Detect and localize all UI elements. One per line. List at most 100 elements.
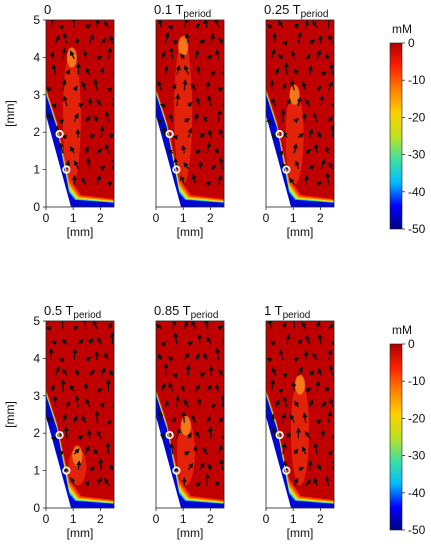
velocity-arrow — [218, 369, 224, 376]
velocity-arrow — [77, 338, 84, 345]
velocity-arrow — [167, 356, 174, 362]
velocity-arrow — [167, 24, 174, 30]
panel-title: 1 Tperiod — [264, 303, 310, 321]
velocity-arrow — [304, 431, 311, 439]
velocity-arrow — [269, 79, 275, 91]
velocity-arrow — [47, 112, 53, 122]
colorbar-tick-label: 0 — [408, 36, 415, 50]
velocity-arrow — [92, 321, 98, 329]
velocity-arrow — [316, 49, 322, 60]
colorbar-tick-label: -30 — [408, 148, 426, 162]
velocity-arrow — [157, 353, 163, 361]
velocity-arrow — [112, 399, 114, 408]
velocity-arrow — [195, 482, 202, 488]
x-tick-label: 0 — [153, 211, 160, 225]
colorbar-1: mM0 -10 -20 -30 -40 -50 — [389, 22, 426, 236]
velocity-arrow — [218, 128, 224, 138]
x-axis-label: [mm] — [177, 526, 204, 540]
velocity-arrow — [203, 352, 209, 361]
velocity-arrow — [319, 429, 325, 439]
velocity-arrow — [190, 83, 197, 91]
y-tick-label: 4 — [33, 50, 40, 64]
velocity-arrow — [196, 65, 202, 75]
velocity-arrow — [199, 462, 205, 471]
y-tick-label: 3 — [33, 389, 40, 403]
probe-marker-2 — [62, 466, 71, 475]
velocity-arrow — [89, 34, 94, 44]
y-axis-label: [mm] — [3, 100, 17, 127]
velocity-arrow — [305, 53, 312, 60]
velocity-arrow — [195, 149, 202, 155]
velocity-arrow — [282, 396, 288, 408]
velocity-arrow — [84, 146, 89, 154]
panel-frame — [45, 320, 115, 509]
velocity-arrow — [99, 125, 105, 138]
panel-frame — [265, 19, 335, 208]
velocity-arrow — [89, 134, 96, 140]
velocity-arrow — [175, 93, 181, 107]
velocity-arrow — [269, 341, 276, 346]
velocity-arrow — [294, 400, 300, 408]
velocity-arrow — [109, 464, 114, 471]
velocity-arrow — [272, 32, 278, 44]
velocity-arrow — [69, 384, 75, 392]
velocity-arrow — [202, 447, 208, 455]
panel-title: 0.1 Tperiod — [154, 2, 211, 20]
velocity-arrow — [194, 353, 200, 361]
velocity-arrow — [180, 175, 185, 185]
velocity-arrow — [207, 129, 213, 138]
velocity-arrow — [191, 173, 197, 185]
velocity-arrow — [106, 420, 113, 426]
velocity-arrow — [89, 369, 95, 377]
velocity-arrow — [214, 20, 220, 28]
velocity-arrow — [210, 70, 217, 77]
velocity-arrow — [109, 35, 114, 44]
velocity-arrow — [61, 338, 68, 345]
colorbar-unit: mM — [392, 323, 412, 337]
velocity-arrow — [278, 20, 284, 28]
velocity-arrow — [70, 476, 76, 486]
x-tick-label: 1 — [180, 512, 187, 526]
velocity-arrow — [325, 171, 331, 185]
velocity-arrow — [301, 81, 307, 91]
velocity-arrow — [285, 431, 291, 439]
velocity-arrow — [220, 394, 224, 408]
colorbar-2: mM0 -10 -20 -30 -40 -50 — [389, 323, 426, 537]
velocity-arrow — [312, 20, 318, 28]
velocity-arrow — [93, 448, 99, 455]
velocity-arrow — [65, 400, 71, 408]
velocity-arrow — [183, 321, 189, 329]
velocity-arrow — [50, 103, 57, 109]
velocity-arrow — [302, 112, 308, 122]
velocity-arrow — [285, 98, 291, 107]
velocity-arrow — [65, 159, 71, 169]
velocity-arrow — [62, 368, 68, 376]
velocity-arrow — [205, 181, 212, 187]
velocity-arrow — [163, 65, 169, 75]
velocity-arrow — [293, 23, 300, 29]
velocity-arrow — [199, 39, 206, 45]
plume-core — [295, 374, 305, 395]
velocity-arrow — [210, 404, 217, 410]
velocity-arrow — [199, 132, 206, 138]
velocity-arrow — [282, 131, 288, 138]
velocity-arrow — [183, 161, 189, 170]
velocity-arrow — [312, 112, 318, 122]
velocity-arrow — [305, 388, 312, 393]
velocity-arrow — [81, 81, 87, 91]
velocity-arrow — [160, 434, 166, 440]
wall-wedge — [156, 115, 182, 207]
velocity-arrow — [159, 341, 166, 347]
velocity-arrow — [171, 83, 177, 91]
probe-marker-2 — [282, 466, 291, 475]
velocity-arrow — [271, 367, 277, 376]
velocity-arrows — [46, 20, 114, 187]
velocity-arrows — [266, 20, 334, 187]
velocity-arrow — [63, 425, 69, 439]
probe-marker-1 — [275, 430, 284, 440]
velocity-arrow — [206, 384, 213, 392]
y-tick-label: 4 — [33, 351, 40, 365]
velocity-arrow — [203, 20, 209, 28]
velocity-arrow — [86, 157, 92, 169]
